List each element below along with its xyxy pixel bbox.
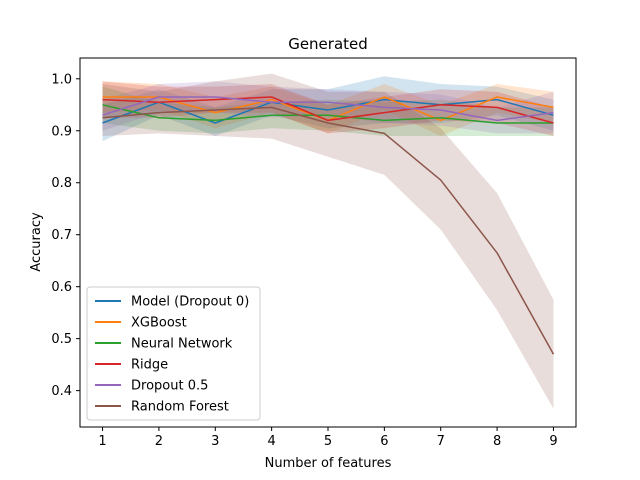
y-tick-label: 1.0: [51, 72, 72, 87]
y-tick-label: 0.8: [51, 176, 72, 191]
line-neural-network: [102, 104, 554, 124]
x-axis-label: Number of features: [265, 456, 392, 471]
y-tick-label: 0.6: [51, 280, 72, 295]
chart-title: Generated: [288, 35, 368, 53]
legend-label-neural-network: Neural Network: [131, 337, 233, 352]
legend-box: [86, 286, 261, 421]
line-ridge: [102, 96, 554, 124]
line-random-forest: [102, 106, 555, 355]
legend-label-dropout-0-5: Dropout 0.5: [131, 379, 208, 394]
y-axis: 0.4 0.5 0.6 0.7 0.8 0.9 1.0: [51, 72, 80, 399]
x-tick-label: 7: [437, 434, 445, 449]
x-tick-label: 8: [493, 434, 501, 449]
x-tick-label: 6: [380, 434, 388, 449]
y-tick-label: 0.5: [51, 332, 72, 347]
legend-label-model-dropout-0: Model (Dropout 0): [131, 295, 249, 310]
x-tick-label: 5: [324, 434, 332, 449]
y-tick-label: 0.9: [51, 124, 72, 139]
line-dropout-0-5: [102, 96, 554, 122]
series-lines: [102, 96, 555, 355]
legend: Model (Dropout 0) XGBoost Neural Network Ri…: [86, 286, 261, 421]
x-axis: 1 2 3 4 5 6 7 8 9: [98, 427, 558, 449]
band-model-dropout-0: [102, 76, 554, 142]
y-axis-label: Accuracy: [29, 212, 44, 272]
x-tick-label: 9: [549, 434, 557, 449]
legend-label-xgboost: XGBoost: [131, 316, 187, 331]
y-tick-label: 0.4: [51, 384, 72, 399]
legend-label-random-forest: Random Forest: [131, 400, 229, 415]
x-tick-label: 3: [211, 434, 219, 449]
x-tick-label: 1: [98, 434, 106, 449]
legend-label-ridge: Ridge: [131, 358, 168, 373]
band-ridge: [102, 81, 554, 136]
x-tick-label: 4: [267, 434, 275, 449]
band-random-forest: [102, 73, 554, 409]
line-model-dropout-0: [102, 98, 554, 124]
x-tick-label: 2: [155, 434, 163, 449]
y-tick-label: 0.7: [51, 228, 72, 243]
